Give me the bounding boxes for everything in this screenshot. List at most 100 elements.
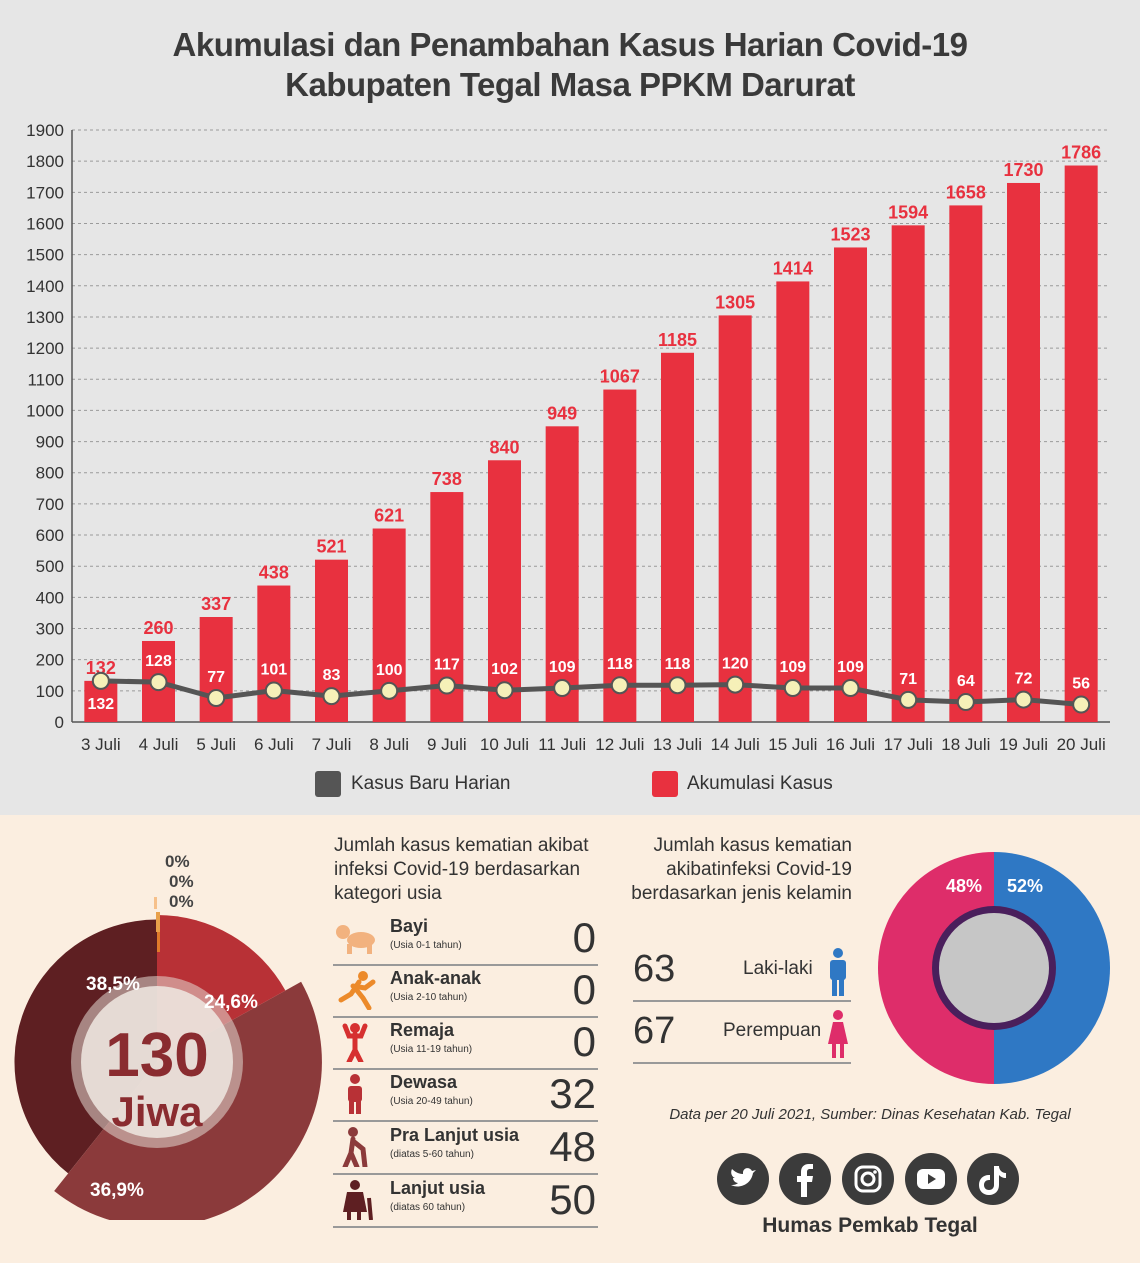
age-name: Remaja bbox=[390, 1020, 455, 1040]
x-tick-label: 17 Juli bbox=[884, 735, 933, 754]
x-tick-label: 18 Juli bbox=[941, 735, 990, 754]
line-point bbox=[1014, 690, 1033, 709]
y-tick-label: 700 bbox=[36, 495, 64, 514]
donut-center bbox=[81, 986, 233, 1138]
age-name: Bayi bbox=[390, 916, 429, 936]
line-point bbox=[610, 676, 629, 695]
bar bbox=[1064, 165, 1098, 722]
x-tick-label: 4 Juli bbox=[139, 735, 179, 754]
age-row-bayi: Bayi (Usia 0-1 tahun) 0 bbox=[333, 912, 598, 966]
age-name: Dewasa bbox=[390, 1072, 458, 1092]
line-value-label: 102 bbox=[491, 661, 518, 678]
age-value: 32 bbox=[549, 1070, 596, 1117]
x-tick-label: 14 Juli bbox=[711, 735, 760, 754]
y-tick-label: 1800 bbox=[26, 152, 64, 171]
legend-label-line: Kasus Baru Harian bbox=[351, 773, 511, 794]
y-tick-label: 400 bbox=[36, 588, 64, 607]
age-value: 50 bbox=[549, 1176, 596, 1223]
bar bbox=[718, 315, 752, 722]
line-point bbox=[668, 676, 687, 695]
line-point bbox=[149, 673, 168, 692]
line-point bbox=[783, 679, 802, 698]
line-point bbox=[553, 679, 572, 698]
line-value-label: 101 bbox=[260, 662, 287, 679]
y-tick-label: 300 bbox=[36, 620, 64, 639]
bar-value-label: 1786 bbox=[1061, 143, 1101, 163]
age-range: (Usia 11-19 tahun) bbox=[390, 1044, 473, 1055]
y-tick-label: 1700 bbox=[26, 183, 64, 202]
bar bbox=[661, 352, 694, 722]
bar-value-label: 438 bbox=[259, 563, 289, 583]
bar-value-label: 1658 bbox=[946, 182, 986, 202]
line-value-label: 132 bbox=[87, 696, 114, 713]
adult-icon bbox=[348, 1074, 362, 1114]
x-tick-label: 12 Juli bbox=[595, 735, 644, 754]
age-row-dewasa: Dewasa (Usia 20-49 tahun) 32 bbox=[333, 1068, 598, 1122]
bar bbox=[257, 585, 291, 722]
teen-icon bbox=[342, 1023, 368, 1062]
y-tick-label: 800 bbox=[36, 464, 64, 483]
bar bbox=[545, 426, 579, 722]
y-tick-label: 0 bbox=[55, 713, 64, 732]
line-point bbox=[264, 681, 283, 700]
bar bbox=[488, 460, 521, 722]
line-point bbox=[726, 675, 745, 694]
bar-value-label: 738 bbox=[432, 469, 462, 489]
donut-label-lanjut: 38,5% bbox=[86, 974, 140, 995]
x-tick-label: 6 Juli bbox=[254, 735, 294, 754]
instagram-icon[interactable] bbox=[842, 1153, 894, 1205]
age-heading: Jumlah kasus kematian akibat infeksi Cov… bbox=[334, 834, 589, 906]
bar-value-label: 949 bbox=[547, 403, 577, 423]
baby-icon bbox=[336, 925, 375, 954]
x-tick-label: 7 Juli bbox=[312, 735, 352, 754]
line-value-label: 72 bbox=[1015, 671, 1033, 688]
tiktok-icon[interactable] bbox=[967, 1153, 1019, 1205]
donut-center-unit: Jiwa bbox=[111, 1088, 203, 1135]
donut-center bbox=[939, 913, 1049, 1023]
bar bbox=[949, 205, 983, 722]
x-tick-label: 11 Juli bbox=[538, 735, 586, 754]
bar-value-label: 1730 bbox=[1003, 160, 1043, 180]
donut-label-zero-2: 0% bbox=[169, 872, 194, 891]
bar-value-label: 521 bbox=[316, 537, 346, 557]
y-tick-label: 1900 bbox=[26, 121, 64, 140]
age-name: Lanjut usia bbox=[390, 1178, 486, 1198]
donut-label-dewasa: 24,6% bbox=[204, 992, 258, 1013]
age-value: 0 bbox=[572, 1018, 596, 1065]
donut-center-number: 130 bbox=[105, 1021, 209, 1090]
x-tick-label: 8 Juli bbox=[369, 735, 409, 754]
chart-title-line2: Kabupaten Tegal Masa PPKM Darurat bbox=[285, 66, 855, 103]
age-donut-chart bbox=[14, 897, 322, 1220]
y-tick-label: 900 bbox=[36, 433, 64, 452]
gender-heading: Jumlah kasus kematian akibatinfeksi Covi… bbox=[620, 834, 852, 906]
line-point bbox=[437, 676, 456, 695]
gender-donut-chart bbox=[878, 852, 1110, 1084]
youtube-icon[interactable] bbox=[905, 1153, 957, 1205]
age-range: (Usia 20-49 tahun) bbox=[390, 1096, 473, 1107]
bar-value-label: 1523 bbox=[830, 224, 870, 244]
child-running-icon bbox=[338, 971, 376, 1010]
y-tick-label: 600 bbox=[36, 526, 64, 545]
x-tick-label: 9 Juli bbox=[427, 735, 467, 754]
bar bbox=[891, 225, 925, 723]
bar-value-label: 1414 bbox=[773, 258, 813, 278]
bar bbox=[603, 389, 637, 722]
gender-label: Perempuan bbox=[723, 1020, 822, 1041]
daily-cases-line bbox=[100, 678, 1082, 708]
line-point bbox=[322, 687, 341, 706]
y-tick-label: 1200 bbox=[26, 339, 64, 358]
y-tick-label: 1500 bbox=[26, 246, 64, 265]
line-point bbox=[899, 690, 918, 709]
gender-value: 63 bbox=[633, 948, 676, 990]
gender-heading-line1: Jumlah kasus kematian bbox=[653, 835, 852, 856]
gender-row-female: 67 Perempuan bbox=[633, 1006, 851, 1064]
age-range: (diatas 60 tahun) bbox=[390, 1202, 466, 1213]
legend-label-bar: Akumulasi Kasus bbox=[687, 773, 833, 794]
y-tick-label: 1400 bbox=[26, 277, 64, 296]
bar-line-chart: 0 100 200 300 400 500 600 700 800 900 1000 1100 1200… bbox=[26, 121, 1110, 754]
line-point bbox=[207, 689, 226, 708]
facebook-icon[interactable] bbox=[779, 1153, 831, 1205]
age-row-lanjut: Lanjut usia (diatas 60 tahun) 50 bbox=[333, 1174, 598, 1228]
donut-slice-zero-1 bbox=[154, 897, 157, 909]
twitter-icon[interactable] bbox=[717, 1153, 769, 1205]
